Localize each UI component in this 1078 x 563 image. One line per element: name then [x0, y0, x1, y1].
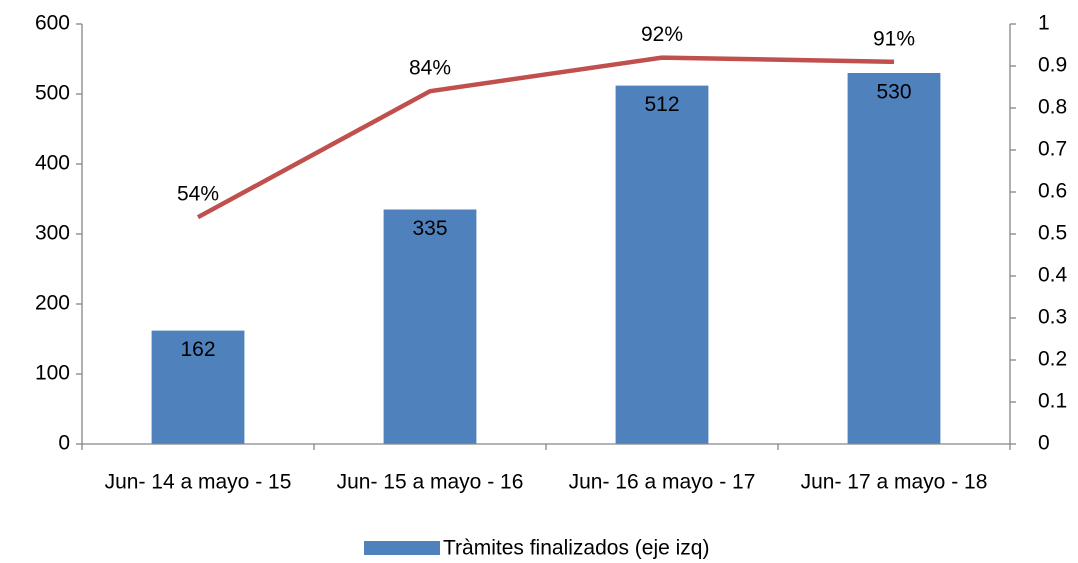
y-tick-label: 400 [35, 152, 70, 175]
bar-label: 512 [644, 93, 679, 116]
y2-tick-label: 0.4 [1038, 264, 1068, 287]
line-label: 84% [409, 57, 451, 80]
y-tick-label: 500 [35, 82, 70, 105]
y-tick-label: 0 [58, 432, 70, 455]
bar [151, 330, 245, 444]
bar-label: 162 [180, 338, 215, 361]
y2-tick-label: 0.6 [1038, 180, 1067, 203]
legend-swatch [364, 541, 440, 555]
y2-tick-label: 0.8 [1038, 96, 1067, 119]
legend-label: Tràmites finalizados (eje izq) [443, 537, 709, 560]
y2-tick-label: 0.1 [1038, 390, 1067, 413]
y2-tick-label: 0.9 [1038, 54, 1067, 77]
y2-tick-label: 0.3 [1038, 306, 1067, 329]
line-label: 54% [177, 183, 219, 206]
y-tick-label: 300 [35, 222, 70, 245]
y2-tick-label: 0.5 [1038, 222, 1067, 245]
x-tick-label: Jun- 14 a mayo - 15 [105, 471, 292, 494]
y-tick-label: 600 [35, 12, 70, 35]
x-tick-label: Jun- 16 a mayo - 17 [569, 471, 756, 494]
line-label: 92% [641, 23, 683, 46]
x-tick-label: Jun- 15 a mayo - 16 [337, 471, 524, 494]
x-tick-label: Jun- 17 a mayo - 18 [801, 471, 988, 494]
line-label: 91% [873, 27, 915, 50]
y2-tick-label: 0 [1038, 432, 1050, 455]
bar-label: 335 [412, 217, 447, 240]
bar [383, 209, 477, 444]
y-tick-label: 100 [35, 362, 70, 385]
y2-tick-label: 1 [1038, 12, 1050, 35]
y-tick-label: 200 [35, 292, 70, 315]
bar-label: 530 [876, 81, 911, 104]
bar [615, 85, 709, 444]
y2-tick-label: 0.7 [1038, 138, 1067, 161]
bar [847, 73, 941, 444]
y2-tick-label: 0.2 [1038, 348, 1067, 371]
line [196, 55, 895, 220]
